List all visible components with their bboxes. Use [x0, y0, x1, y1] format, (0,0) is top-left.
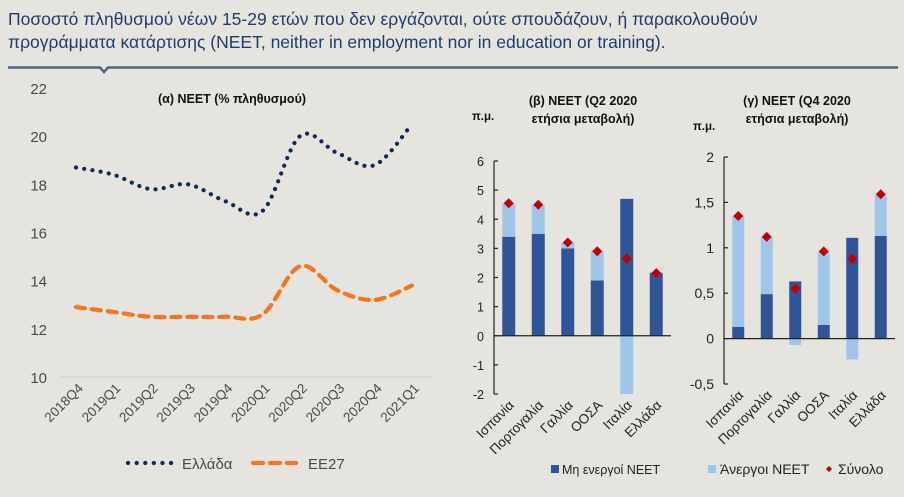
total-marker — [818, 246, 829, 257]
y-tick-label: 1 — [706, 240, 714, 256]
y-tick-label: 1 — [477, 301, 484, 315]
y-tick-label: 4 — [477, 213, 484, 227]
bar-inactive-neet — [846, 237, 859, 339]
bar-inactive-neet — [874, 235, 887, 339]
bar-inactive-neet — [760, 294, 773, 339]
total-marker — [621, 253, 632, 264]
legend-label-greece: Ελλάδα — [182, 456, 233, 473]
bar-unemployed-neet — [531, 204, 545, 234]
bar-inactive-neet — [732, 326, 745, 339]
y-tick-label: 0,5 — [695, 285, 715, 301]
bar-inactive-neet — [789, 281, 802, 339]
bar-unemployed-neet — [789, 338, 802, 345]
bar-unemployed-neet — [502, 203, 516, 237]
total-marker — [790, 283, 801, 294]
chart-a-title: (α) NEET (% πληθυσμού) — [158, 92, 306, 106]
y-tick-label: -0,5 — [690, 376, 714, 392]
y-unit-label: π.μ. — [472, 111, 494, 123]
y-tick-label: 14 — [30, 274, 47, 291]
y-tick-label: 0 — [706, 331, 714, 347]
category-label: Γαλλία — [765, 387, 804, 426]
y-tick-label: 3 — [477, 242, 484, 256]
y-tick-label: 1,5 — [695, 194, 715, 210]
bar-unemployed-neet — [874, 195, 887, 236]
bar-inactive-neet — [620, 198, 634, 336]
total-marker — [503, 198, 514, 209]
y-tick-label: 22 — [30, 81, 47, 98]
divider-line — [8, 66, 898, 74]
legend-swatch-unemployed — [708, 465, 716, 473]
y-tick-label: 6 — [477, 155, 484, 169]
y-tick-label: -1 — [473, 359, 484, 373]
bar-unemployed-neet — [760, 236, 773, 295]
y-tick-label: 5 — [477, 184, 484, 198]
legend-label-total: Σύνολο — [838, 461, 884, 477]
bar-unemployed-neet — [732, 216, 745, 327]
y-tick-label: -2 — [473, 388, 484, 402]
legend-swatch-inactive — [551, 465, 559, 473]
legend-swatch-total — [826, 466, 832, 472]
total-marker — [533, 199, 544, 210]
title-divider — [8, 66, 898, 74]
legend-label-unemployed: Άνεργοι NEET — [720, 461, 810, 477]
chart-title-line-2: ετήσια μεταβολή) — [746, 112, 849, 126]
bar-unemployed-neet — [620, 335, 634, 394]
bar-inactive-neet — [561, 248, 575, 336]
bar-inactive-neet — [649, 273, 663, 336]
bar-unemployed-neet — [846, 338, 859, 360]
series-line-eu27 — [73, 263, 415, 321]
total-marker — [592, 246, 603, 257]
total-marker — [875, 189, 886, 200]
y-tick-label: 0 — [477, 330, 484, 344]
chart-title-line-1: (γ) NEET (Q4 2020 — [743, 94, 851, 108]
y-tick-label: 2 — [706, 149, 714, 165]
category-label: ΟΟΣΑ — [794, 388, 832, 426]
series-line-greece — [73, 122, 415, 217]
y-tick-label: 18 — [30, 177, 47, 194]
chart-title-line-1: (β) NEET (Q2 2020 — [529, 94, 637, 108]
total-marker — [562, 237, 573, 248]
bar-inactive-neet — [817, 324, 830, 339]
bar-inactive-neet — [502, 236, 516, 336]
bar-inactive-neet — [590, 280, 604, 336]
y-tick-label: 16 — [30, 226, 47, 243]
y-tick-label: 12 — [30, 322, 47, 339]
legend-label-eu27: ΕΕ27 — [308, 456, 345, 473]
legend-label-inactive: Μη ενεργοί NEET — [562, 463, 660, 477]
y-tick-label: 2 — [477, 272, 484, 286]
title-line-2: προγράμματα κατάρτισης (NEET, neither in… — [8, 32, 666, 52]
bar-unemployed-neet — [590, 251, 604, 281]
bar-inactive-neet — [531, 233, 545, 336]
y-unit-label: π.μ. — [693, 121, 715, 133]
total-marker — [733, 211, 744, 222]
title-line-1: Ποσοστό πληθυσμού νέων 15-29 ετών που δε… — [8, 9, 758, 29]
total-marker — [847, 253, 858, 264]
y-tick-label: 10 — [30, 370, 47, 387]
chart-title-line-2: ετήσια μεταβολή) — [532, 112, 635, 126]
y-tick-label: 20 — [30, 129, 47, 146]
page-title: Ποσοστό πληθυσμού νέων 15-29 ετών που δε… — [8, 8, 898, 54]
total-marker — [651, 268, 662, 279]
bar-unemployed-neet — [817, 251, 830, 325]
total-marker — [761, 231, 772, 242]
